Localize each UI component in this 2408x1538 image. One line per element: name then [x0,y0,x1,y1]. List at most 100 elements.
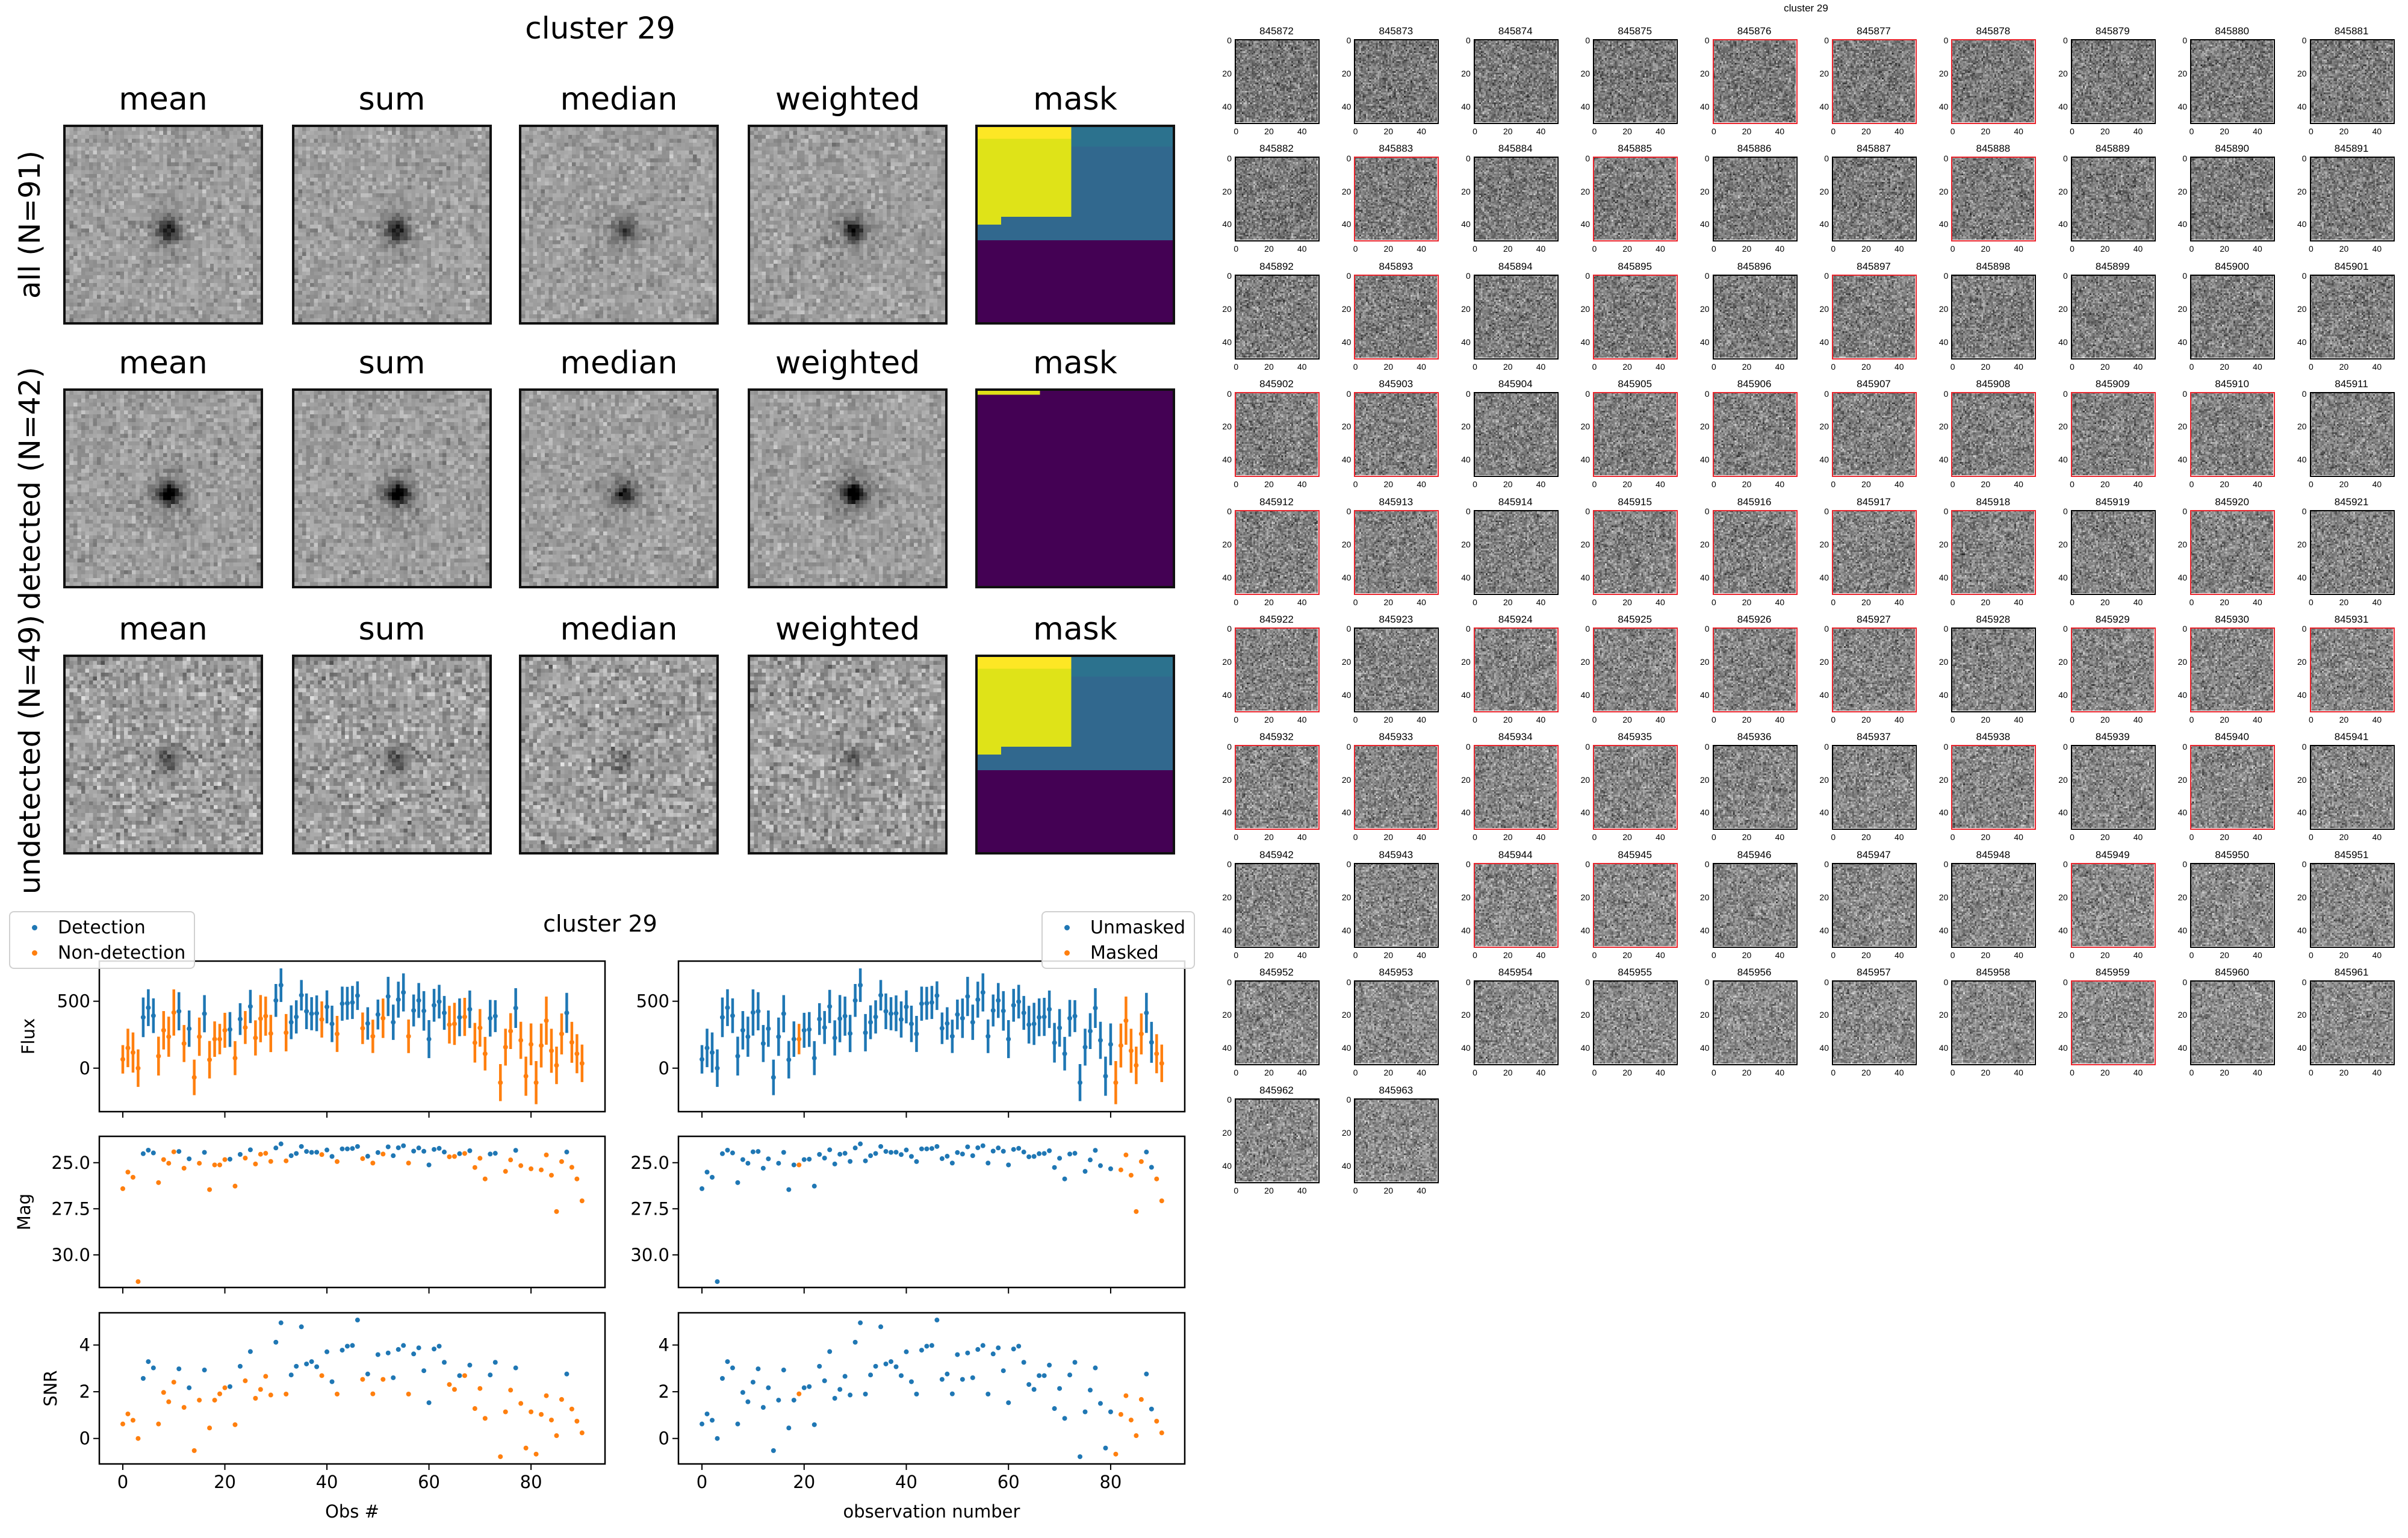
thumbnail-id: 845874 [1498,25,1533,37]
x-tick-label: 20 [1264,1068,1274,1078]
snr-point [868,1372,874,1378]
y-tick-label: 40 [1341,690,1351,700]
mag-point [340,1146,345,1151]
y-tick-label: 20 [2177,774,2188,785]
flux-point [756,1009,761,1014]
flux-point [579,1060,585,1066]
y-tick-label: 0 [79,1058,90,1079]
flux-point [166,1034,172,1039]
thumbnail: 845948 0 0 20 20 40 40 [1939,849,2037,959]
thumbnail: 845886 0 0 20 20 40 40 [1700,143,1798,253]
stack-image-mask [975,388,1175,588]
mag-point [334,1159,340,1164]
x-tick-label: 40 [2014,479,2023,490]
snr-point [1041,1373,1047,1378]
thumbnail-frame [2309,745,2395,830]
flux-point [796,1036,802,1042]
thumbnail-frame [2190,627,2276,712]
x-tick-label: 0 [1592,950,1597,960]
cutout-image [1354,628,1438,711]
x-tick-label: 20 [1622,597,1632,607]
thumbnail-id: 845932 [1259,731,1294,743]
y-tick-label: 40 [2058,690,2068,700]
snr-point [1113,1451,1119,1457]
x-tick-label: 40 [2253,832,2262,842]
mag-point [156,1180,161,1185]
x-tick-label: 40 [2133,950,2143,960]
x-tick-label: 0 [1711,832,1716,842]
thumbnail: 845943 0 0 20 20 40 40 [1342,849,1439,959]
y-tick-label: 40 [1580,925,1590,935]
thumbnail: 845913 0 0 20 20 40 40 [1342,496,1439,606]
y-tick-label: 0 [1585,271,1590,281]
y-tick-label: 40 [2058,1043,2068,1053]
y-tick-label: 20 [2058,539,2068,549]
y-tick-label: 20 [2177,69,2188,79]
flux-point [518,1038,524,1043]
mag-point [1052,1165,1057,1170]
cutout-image [2310,981,2393,1064]
thumbnail: 845904 0 0 20 20 40 40 [1461,378,1559,488]
snr-point [212,1398,217,1403]
x-tick-label: 40 [1894,126,1904,136]
column-title-sum: sum [358,345,426,381]
x-tick-label: 0 [2308,1068,2313,1078]
x-tick-label: 20 [1742,1068,1752,1078]
y-tick-label: 0 [1346,977,1351,987]
thumbnail-frame [1832,745,1917,830]
x-tick-label: 20 [1383,597,1394,607]
x-tick-label: 40 [2253,1068,2262,1078]
flux-point [299,992,304,998]
y-tick-label: 40 [2177,925,2188,935]
flux-point [441,1010,447,1015]
cutout-image [2071,628,2154,711]
y-tick-label: 20 [1341,69,1351,79]
thumbnail-frame [1593,509,1678,595]
x-tick-label: 0 [1353,950,1358,960]
cutout-image [1474,746,1557,829]
flux-point [1037,1015,1042,1020]
y-tick-label: 40 [1222,925,1232,935]
snr-point [1026,1382,1032,1387]
x-tick-label: 20 [2100,950,2110,960]
thumbnail-frame [1712,39,1798,124]
snr-point [1108,1409,1113,1415]
x-tick-label: 0 [1353,1068,1358,1078]
y-tick-label: 0 [2182,624,2188,634]
y-tick-label: 40 [1938,101,1949,111]
x-tick-label: 0 [1831,832,1836,842]
mag-point [436,1145,442,1151]
x-tick-label: 20 [1742,950,1752,960]
cutout-image [1952,628,2035,711]
snr-point [1016,1343,1022,1349]
y-tick-label: 0 [2063,624,2068,634]
snr-point [756,1366,761,1372]
x-tick-label: 0 [1472,597,1477,607]
x-tick-label: 0 [1831,126,1836,136]
x-tick-label: 20 [1622,832,1632,842]
y-tick-label: 0 [2182,271,2188,281]
thumbnail-frame [1354,1098,1439,1183]
y-tick-label: 0 [2182,388,2188,399]
x-tick-label: 40 [1297,244,1307,254]
mag-point [1037,1151,1042,1156]
snr-point [704,1411,710,1416]
flux-point [365,1021,370,1026]
snr-point [945,1371,950,1377]
thumbnail: 845922 0 0 20 20 40 40 [1222,614,1320,724]
snr-point [1134,1433,1139,1439]
snr-point [985,1392,991,1397]
thumbnail-id: 845940 [2215,731,2250,743]
mag-point [554,1209,559,1214]
thumbnail-frame [1473,39,1559,124]
mag-point [791,1162,796,1168]
stack-image-mask [975,125,1175,325]
thumbnail: 845890 0 0 20 20 40 40 [2178,143,2276,253]
x-tick-label: 60 [418,1472,440,1492]
snr-point [1149,1406,1154,1412]
column-title-weighted: weighted [775,81,920,117]
x-tick-label: 40 [1775,597,1785,607]
flux-point [258,1016,263,1021]
y-tick-label: 40 [2058,101,2068,111]
snr-point [996,1345,1001,1351]
